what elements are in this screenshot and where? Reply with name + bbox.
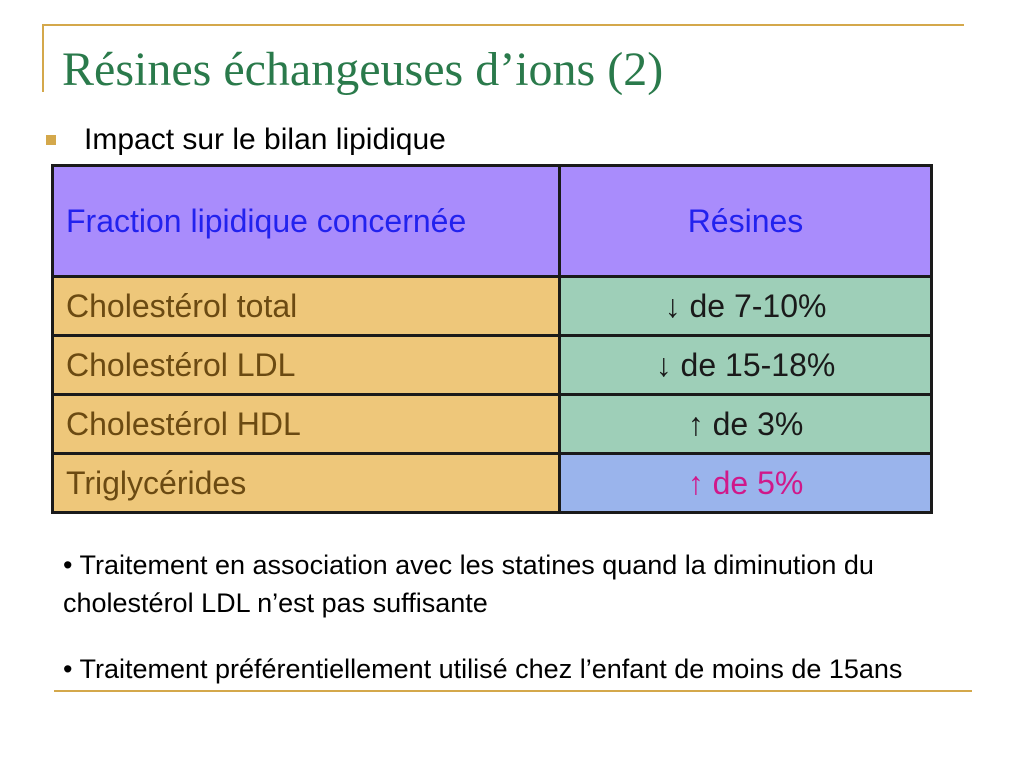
fraction-cell: Cholestérol total bbox=[51, 275, 561, 337]
note-enfant: • Traitement préférentiellement utilisé … bbox=[63, 654, 903, 684]
slide-title: Résines échangeuses d’ions (2) bbox=[62, 43, 664, 96]
fraction-cell: Cholestérol HDL bbox=[51, 393, 561, 455]
fraction-cell: Triglycérides bbox=[51, 452, 561, 514]
table-row: Cholestérol HDL ↑ de 3% bbox=[51, 393, 933, 455]
value-cell: ↓ de 7-10% bbox=[558, 275, 933, 337]
table-row: Triglycérides ↑ de 5% bbox=[51, 452, 933, 514]
table-row: Cholestérol LDL ↓ de 15-18% bbox=[51, 334, 933, 396]
fraction-cell: Cholestérol LDL bbox=[51, 334, 561, 396]
value-cell: ↑ de 3% bbox=[558, 393, 933, 455]
bullet-text: Impact sur le bilan lipidique bbox=[84, 123, 446, 156]
frame-top-line bbox=[42, 24, 964, 26]
header-resines: Résines bbox=[558, 164, 933, 278]
frame-bottom-line bbox=[54, 690, 972, 692]
value-cell: ↓ de 15-18% bbox=[558, 334, 933, 396]
header-fraction: Fraction lipidique concernée bbox=[51, 164, 561, 278]
value-cell-highlighted: ↑ de 5% bbox=[558, 452, 933, 514]
note-statines: • Traitement en association avec les sta… bbox=[63, 550, 874, 618]
bullet-square-icon bbox=[46, 135, 56, 145]
bullet-item: Impact sur le bilan lipidique bbox=[46, 122, 446, 158]
frame-left-line bbox=[42, 24, 44, 92]
table-header-row: Fraction lipidique concernée Résines bbox=[51, 164, 933, 278]
lipid-impact-table: Fraction lipidique concernée Résines Cho… bbox=[51, 164, 933, 514]
table-row: Cholestérol total ↓ de 7-10% bbox=[51, 275, 933, 337]
